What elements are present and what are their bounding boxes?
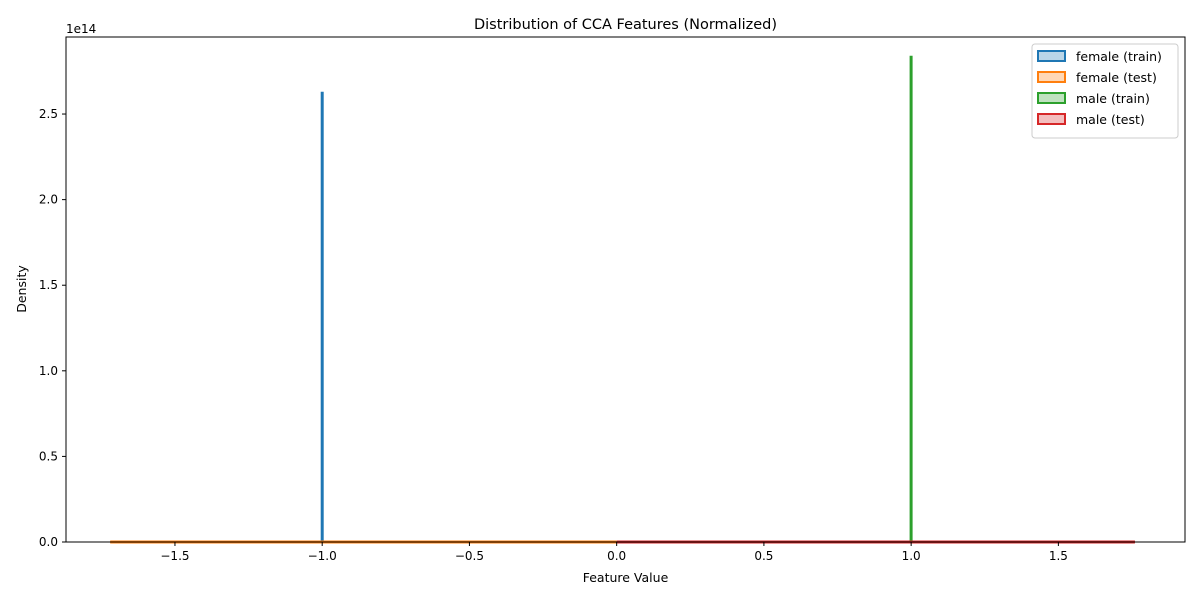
y-tick-label: 0.5 — [39, 449, 58, 463]
legend-swatch — [1037, 92, 1066, 104]
legend-label: female (train) — [1076, 49, 1162, 64]
y-tick-label: 2.0 — [39, 193, 58, 207]
x-axis: −1.5 −1.0 −0.5 0.0 0.5 1.0 1.5 — [160, 542, 1068, 563]
x-tick-label: −0.5 — [455, 549, 484, 563]
x-tick-label: 1.5 — [1049, 549, 1068, 563]
x-axis-label: Feature Value — [583, 570, 669, 585]
legend: female (train) female (test) male (train) m… — [1031, 43, 1179, 139]
y-tick-label: 0.0 — [39, 535, 58, 549]
legend-item: female (test) — [1037, 70, 1157, 85]
legend-item: male (test) — [1037, 112, 1145, 127]
y-tick-label: 1.0 — [39, 364, 58, 378]
x-tick-label: −1.5 — [160, 549, 189, 563]
chart-title: Distribution of CCA Features (Normalized… — [474, 17, 777, 33]
legend-item: male (train) — [1037, 91, 1150, 106]
legend-swatch — [1037, 71, 1066, 83]
y-axis-label: Density — [14, 265, 29, 313]
series-female-train — [110, 91, 617, 543]
y-tick-label: 1.5 — [39, 278, 58, 292]
legend-label: male (test) — [1076, 112, 1145, 127]
legend-item: female (train) — [1037, 49, 1162, 64]
legend-label: female (test) — [1076, 70, 1157, 85]
x-tick-label: 1.0 — [902, 549, 921, 563]
y-axis: 0.0 0.5 1.0 1.5 2.0 2.5 — [39, 107, 66, 549]
legend-swatch — [1037, 50, 1066, 62]
plot-frame — [65, 36, 1186, 543]
legend-box — [1031, 43, 1179, 139]
legend-swatch — [1037, 113, 1066, 125]
x-tick-label: −1.0 — [308, 549, 337, 563]
x-tick-label: 0.5 — [754, 549, 773, 563]
y-tick-label: 2.5 — [39, 107, 58, 121]
y-offset-text: 1e14 — [66, 22, 96, 36]
legend-label: male (train) — [1076, 91, 1150, 106]
plot-area — [110, 55, 1135, 544]
x-tick-label: 0.0 — [607, 549, 626, 563]
